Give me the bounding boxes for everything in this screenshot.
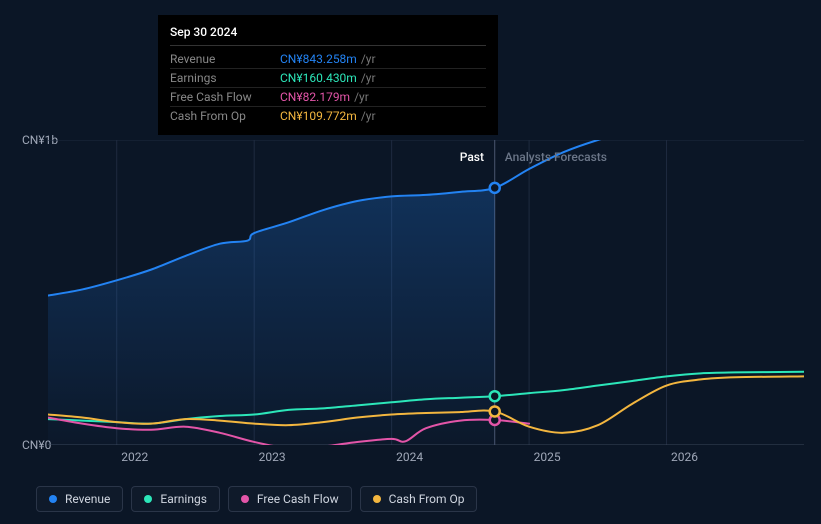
legend-label: Revenue xyxy=(65,492,110,506)
tooltip-date: Sep 30 2024 xyxy=(170,25,486,46)
legend-dot-icon xyxy=(49,495,57,503)
tooltip-metric-label: Cash From Op xyxy=(170,109,280,123)
past-section-label: Past xyxy=(460,150,484,164)
legend-dot-icon xyxy=(144,495,152,503)
forecast-section-label: Analysts Forecasts xyxy=(505,150,607,164)
x-tick-label: 2026 xyxy=(671,450,698,464)
x-tick-label: 2025 xyxy=(534,450,561,464)
tooltip-unit: /yr xyxy=(361,52,376,66)
tooltip-unit: /yr xyxy=(361,109,376,123)
legend-dot-icon xyxy=(373,495,381,503)
legend-item-earnings[interactable]: Earnings xyxy=(131,486,220,512)
tooltip-metric-value: CN¥82.179m xyxy=(280,90,350,104)
tooltip-row: Free Cash FlowCN¥82.179m/yr xyxy=(170,88,486,107)
tooltip-unit: /yr xyxy=(354,90,369,104)
tooltip-unit: /yr xyxy=(361,71,376,85)
tooltip-metric-label: Earnings xyxy=(170,71,280,85)
legend-label: Earnings xyxy=(160,492,207,506)
tooltip-row: RevenueCN¥843.258m/yr xyxy=(170,50,486,69)
x-axis-labels: 2022 2023 2024 2025 2026 xyxy=(66,450,821,470)
legend-label: Free Cash Flow xyxy=(257,492,339,506)
x-tick-label: 2024 xyxy=(396,450,423,464)
legend-item-revenue[interactable]: Revenue xyxy=(36,486,123,512)
tooltip-row: Cash From OpCN¥109.772m/yr xyxy=(170,107,486,125)
chart-plot-area[interactable] xyxy=(48,140,804,445)
chart-legend: Revenue Earnings Free Cash Flow Cash From O… xyxy=(36,486,477,512)
tooltip-row: EarningsCN¥160.430m/yr xyxy=(170,69,486,88)
tooltip-metric-value: CN¥160.430m xyxy=(280,71,357,85)
y-tick-label: CN¥0 xyxy=(22,438,51,452)
legend-label: Cash From Op xyxy=(389,492,465,506)
legend-item-cfo[interactable]: Cash From Op xyxy=(360,486,478,512)
legend-item-fcf[interactable]: Free Cash Flow xyxy=(228,486,352,512)
tooltip-metric-value: CN¥843.258m xyxy=(280,52,357,66)
financial-chart: CN¥0CN¥1b PastAnalysts Forecasts 2022202… xyxy=(18,0,821,524)
tooltip-metric-label: Free Cash Flow xyxy=(170,90,280,104)
hover-marker-earnings xyxy=(490,391,500,401)
legend-dot-icon xyxy=(241,495,249,503)
x-tick-label: 2022 xyxy=(121,450,148,464)
tooltip-metric-label: Revenue xyxy=(170,52,280,66)
hover-tooltip: Sep 30 2024 RevenueCN¥843.258m/yrEarning… xyxy=(158,15,498,135)
tooltip-metric-value: CN¥109.772m xyxy=(280,109,357,123)
hover-marker-cfo xyxy=(490,406,500,416)
x-tick-label: 2023 xyxy=(259,450,286,464)
hover-marker-revenue xyxy=(490,183,500,193)
